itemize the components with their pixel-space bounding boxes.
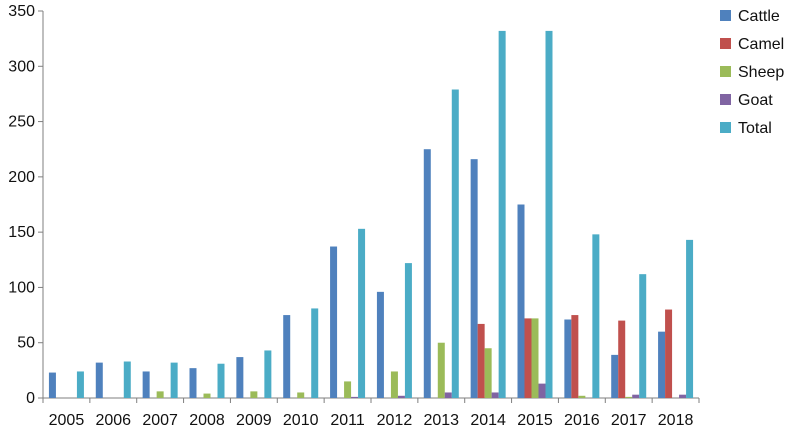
- legend-swatch-cattle: [720, 10, 731, 21]
- bar-goat-2012: [397, 395, 405, 398]
- bar-total-2018: [686, 239, 694, 398]
- legend-label-total: Total: [738, 120, 772, 137]
- bar-goat-2014: [491, 392, 499, 398]
- bar-camel-2015: [524, 318, 532, 398]
- bar-sheep-2009: [250, 391, 258, 398]
- bar-sheep-2016: [578, 395, 586, 398]
- bar-total-2012: [404, 263, 412, 398]
- bar-total-2014: [498, 30, 506, 398]
- bar-cattle-2017: [611, 354, 619, 398]
- legend-label-cattle: Cattle: [738, 8, 780, 25]
- bar-cattle-2007: [142, 371, 150, 398]
- x-tick-label-2009: 2009: [236, 412, 272, 429]
- bar-total-2013: [451, 89, 459, 399]
- bar-goat-2018: [679, 394, 687, 398]
- bar-total-2005: [76, 371, 84, 398]
- x-tick-label-2012: 2012: [377, 412, 413, 429]
- bar-sheep-2008: [203, 393, 211, 398]
- bar-total-2016: [592, 234, 600, 398]
- x-tick-label-2015: 2015: [517, 412, 553, 429]
- y-tick-label-300: 300: [8, 58, 35, 75]
- x-tick-label-2017: 2017: [611, 412, 647, 429]
- y-tick-label-250: 250: [8, 114, 35, 131]
- bar-camel-2014: [477, 323, 485, 398]
- bar-cattle-2015: [517, 204, 525, 398]
- bar-cattle-2013: [423, 149, 431, 398]
- legend-swatch-camel: [720, 38, 731, 49]
- bar-goat-2015: [538, 383, 546, 398]
- bar-total-2008: [217, 363, 225, 398]
- plot-area: 0 50 100 150 200 250 300 350 2005 2006 2007 2008 200…: [8, 3, 700, 429]
- x-tick-label-2005: 2005: [49, 412, 85, 429]
- bar-total-2011: [358, 228, 366, 398]
- legend-swatch-sheep: [720, 66, 731, 77]
- legend: Cattle Camel Sheep Goat Total: [720, 8, 784, 137]
- x-tick-label-2007: 2007: [142, 412, 178, 429]
- bar-sheep-2017: [625, 396, 633, 398]
- y-tick-label-100: 100: [8, 279, 35, 296]
- bar-total-2006: [123, 361, 131, 398]
- x-tick-label-2010: 2010: [283, 412, 319, 429]
- bar-sheep-2010: [297, 392, 305, 398]
- bar-total-2007: [170, 362, 178, 398]
- y-tick-label-350: 350: [8, 3, 35, 20]
- legend-label-camel: Camel: [738, 36, 784, 53]
- bar-sheep-2015: [531, 318, 539, 398]
- y-tick-label-200: 200: [8, 169, 35, 186]
- bar-sheep-2012: [390, 371, 398, 398]
- bar-cattle-2009: [236, 357, 244, 398]
- y-tick-label-150: 150: [8, 224, 35, 241]
- bar-total-2015: [545, 30, 553, 398]
- bar-goat-2017: [632, 394, 640, 398]
- x-tick-label-2011: 2011: [330, 412, 365, 429]
- legend-label-sheep: Sheep: [738, 64, 784, 81]
- bar-camel-2016: [571, 315, 579, 398]
- bar-goat-2013: [444, 392, 452, 398]
- bar-cattle-2014: [470, 159, 478, 398]
- bar-cattle-2006: [95, 362, 103, 398]
- x-tick-label-2018: 2018: [658, 412, 694, 429]
- bar-cattle-2012: [376, 291, 384, 398]
- x-tick-label-2008: 2008: [189, 412, 225, 429]
- bar-total-2009: [264, 350, 272, 398]
- x-tick-label-2014: 2014: [470, 412, 506, 429]
- x-tick-label-2016: 2016: [564, 412, 600, 429]
- bar-total-2017: [639, 274, 647, 398]
- legend-swatch-goat: [720, 94, 731, 105]
- legend-swatch-total: [720, 122, 731, 133]
- bar-cattle-2005: [48, 372, 56, 398]
- bar-camel-2017: [618, 320, 626, 398]
- bar-cattle-2008: [189, 368, 197, 398]
- legend-label-goat: Goat: [738, 92, 773, 109]
- bar-cattle-2010: [283, 315, 291, 398]
- y-tick-label-0: 0: [26, 390, 35, 407]
- bar-total-2010: [311, 308, 319, 398]
- x-tick-label-2006: 2006: [95, 412, 131, 429]
- bar-goat-2011: [351, 396, 359, 398]
- bar-sheep-2011: [344, 381, 352, 398]
- bar-sheep-2013: [437, 342, 445, 398]
- bar-cattle-2018: [658, 331, 666, 398]
- bar-camel-2018: [665, 309, 673, 398]
- bar-cattle-2016: [564, 319, 572, 398]
- bar-cattle-2011: [330, 246, 338, 398]
- y-tick-label-50: 50: [17, 335, 35, 352]
- bar-sheep-2014: [484, 348, 492, 398]
- bar-sheep-2007: [156, 391, 164, 398]
- x-tick-label-2013: 2013: [423, 412, 459, 429]
